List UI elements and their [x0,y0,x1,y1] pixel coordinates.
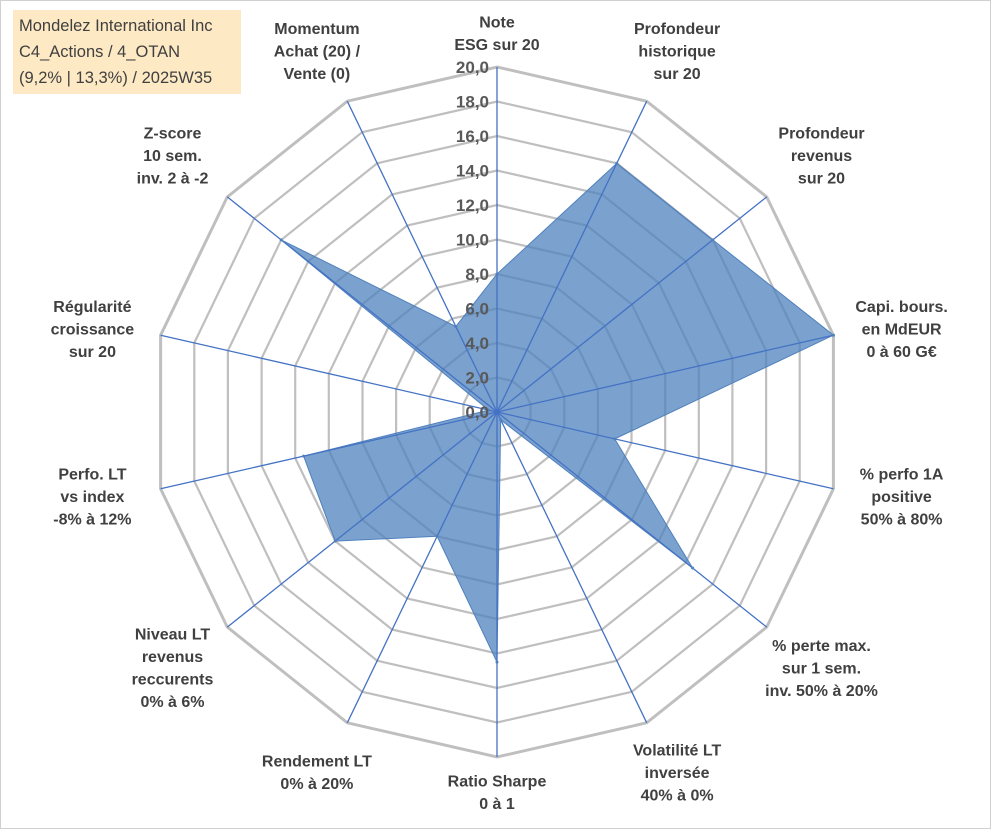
axis-label-line: -8% à 12% [53,512,131,529]
axis-spoke [346,100,498,413]
tick-label: 0,0 [465,403,489,422]
axis-label-line: sur 1 sem. [782,660,861,677]
axis-label-line: Niveau LT [135,627,211,644]
axis-label-line: 0% à 20% [280,776,353,793]
tick-label: 12,0 [456,196,489,215]
tick-label: 2,0 [465,369,489,388]
axis-label: Profondeur revenus sur 20 [778,126,864,188]
axis-label: Momentum Achat (20) / Vente (0) [274,21,361,83]
axis-spoke [346,411,498,724]
axis-label: Capi. bours. en MdEUR 0 à 60 G€ [855,299,947,361]
axis-label: % perfo 1A positive 50% à 80% [860,467,944,529]
data-point [454,325,458,328]
axis-label-line: Profondeur [634,21,720,38]
data-point [333,539,337,543]
axis-label-line: Z-score [144,126,202,143]
axis-label: Volatilité LT inversée 40% à 0% [633,742,722,804]
axis-label-line: Rendement LT [262,754,372,771]
data-point [831,333,835,337]
axis-label-line: ESG sur 20 [454,37,539,54]
data-point [487,408,491,412]
data-point [615,161,619,165]
tick-label: 4,0 [465,334,489,353]
data-point [495,660,499,664]
axis-label: Z-score 10 sem. inv. 2 à -2 [137,126,209,188]
axis-label-line: Note [479,15,515,32]
axis-label-line: positive [871,489,932,506]
tick-label: 20,0 [456,58,489,77]
axis-label-line: Régularité [53,299,131,316]
axis-spoke [496,334,834,413]
axis-label-line: % perte max. [772,638,871,655]
data-point [495,272,499,276]
axis-label-line: Profondeur [778,126,864,143]
axis-spoke [496,196,768,413]
tick-label: 16,0 [456,127,489,146]
data-point [691,566,695,570]
axis-label-line: sur 20 [798,171,845,188]
axis-label-line: inv. 50% à 20% [765,683,878,700]
axis-label-line: revenus [142,649,203,666]
axis-label-line: revenus [791,148,852,165]
axis-label: Ratio Sharpe 0 à 1 [448,774,547,814]
axis-label-line: vs index [60,489,124,506]
axis-spoke [496,100,648,413]
header-line-stats: (9,2% | 13,3%) / 2025W35 [19,69,213,87]
axis-label-line: inversée [645,765,710,782]
axis-label-line: sur 20 [654,66,701,83]
axis-spoke [160,411,498,490]
data-point [499,418,503,422]
tick-label: 8,0 [465,265,489,284]
axis-spoke [496,411,648,724]
axis-label-line: 0% à 6% [140,694,204,711]
axis-label-line: 0 à 1 [479,796,515,813]
series-area [280,162,835,663]
axis-label: Régularité croissance sur 20 [51,299,135,361]
axis-label: Niveau LT revenus reccurents 0% à 6% [132,627,214,712]
axis-label-line: Momentum [274,21,359,38]
axis-label: Note ESG sur 20 [454,15,539,55]
axis-spoke [226,196,498,413]
axis-label: % perte max. sur 1 sem. inv. 50% à 20% [765,638,878,700]
header-line-category: C4_Actions / 4_OTAN [19,43,181,61]
tick-label: 18,0 [456,93,489,112]
header-box: Mondelez International Inc C4_Actions / … [13,10,241,94]
data-point [435,534,439,538]
data-point [613,437,617,441]
data-point [302,454,306,458]
axis-label-line: 0 à 60 G€ [866,344,936,361]
axis-spoke [160,334,498,413]
header-line-company: Mondelez International Inc [19,17,213,35]
axis-label-line: en MdEUR [862,321,942,338]
axis-label-line: Vente (0) [284,66,351,83]
axis-spoke [496,411,768,628]
data-point [279,238,283,242]
axis-label-line: 10 sem. [143,148,202,165]
axis-label-line: sur 20 [69,344,116,361]
tick-label: 10,0 [456,231,489,250]
axis-label-line: Perfo. LT [58,467,126,484]
axis-label-line: 50% à 80% [861,512,943,529]
axis-label-line: Capi. bours. [855,299,947,316]
axis-label: Profondeur historique sur 20 [634,21,720,83]
tick-label: 14,0 [456,162,489,181]
data-point [711,238,715,242]
axis-label: Rendement LT 0% à 20% [262,754,372,794]
axis-spoke [226,411,498,628]
axis-spoke [496,411,834,490]
axis-label-line: Achat (20) / [274,44,361,61]
axis-label-line: Ratio Sharpe [448,774,547,791]
axis-label-line: historique [638,44,715,61]
axis-label-line: reccurents [132,672,214,689]
tick-label: 6,0 [465,300,489,319]
axis-label-line: inv. 2 à -2 [137,171,209,188]
axis-label-line: 40% à 0% [641,787,714,804]
axis-label-line: croissance [51,321,135,338]
axis-label-line: % perfo 1A [860,467,944,484]
axis-label-line: Volatilité LT [633,742,722,759]
axis-label: Perfo. LT vs index -8% à 12% [53,467,131,529]
